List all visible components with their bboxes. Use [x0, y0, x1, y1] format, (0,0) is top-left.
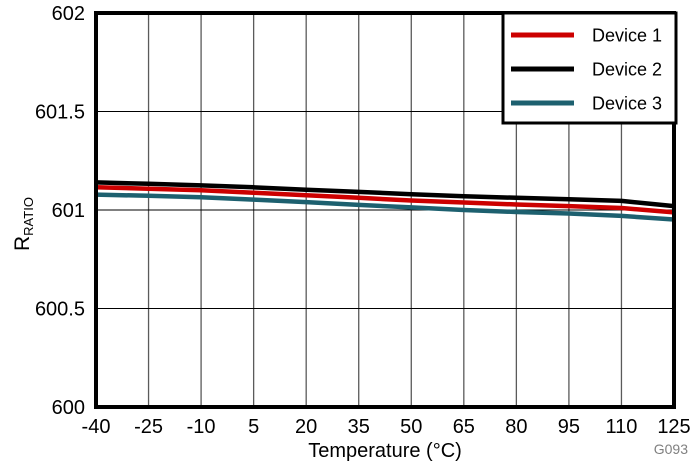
legend-label: Device 1: [592, 26, 662, 46]
y-axis-title-subscript: RATIO: [21, 197, 36, 236]
x-tick-label: 20: [295, 416, 317, 438]
x-tick-label: 125: [657, 416, 690, 438]
y-tick-label: 601.5: [35, 102, 85, 124]
y-axis-title-main: R: [11, 236, 34, 251]
legend: Device 1 Device 2 Device 3: [501, 11, 678, 125]
x-tick-label: 65: [453, 416, 475, 438]
series-line-3: [95, 192, 675, 222]
x-axis-title: Temperature (°C): [308, 440, 462, 462]
x-tick-label: 110: [606, 416, 638, 438]
legend-label: Device 3: [592, 94, 662, 114]
x-tick-label: 95: [558, 416, 580, 438]
frame-layer: [94, 11, 676, 409]
x-tick-label: 35: [348, 416, 370, 438]
legend-label: Device 2: [592, 60, 662, 80]
x-tick-labels: -40 -25 -10 5 20 35 50 65 80 95 110 125: [82, 416, 691, 438]
x-tick-label: 50: [400, 416, 422, 438]
series-line-1: [95, 185, 675, 215]
y-tick-label: 600.5: [35, 299, 85, 321]
x-tick-label: 80: [505, 416, 527, 438]
y-tick-label: 600: [52, 397, 85, 419]
x-tick-label: 5: [248, 416, 259, 438]
x-tick-label: -25: [134, 416, 163, 438]
y-tick-label: 601: [52, 200, 85, 222]
series-layer: [95, 180, 675, 222]
graph-id-label: G093: [654, 441, 688, 457]
y-tick-label: 602: [52, 3, 85, 25]
y-axis-title: RRATIO: [11, 197, 36, 251]
series-line-2: [95, 180, 675, 209]
y-tick-labels: 600 600.5 601 601.5 602: [35, 3, 85, 419]
plot-frame: [94, 11, 676, 409]
x-tick-label: -10: [187, 416, 216, 438]
x-tick-label: -40: [82, 416, 111, 438]
